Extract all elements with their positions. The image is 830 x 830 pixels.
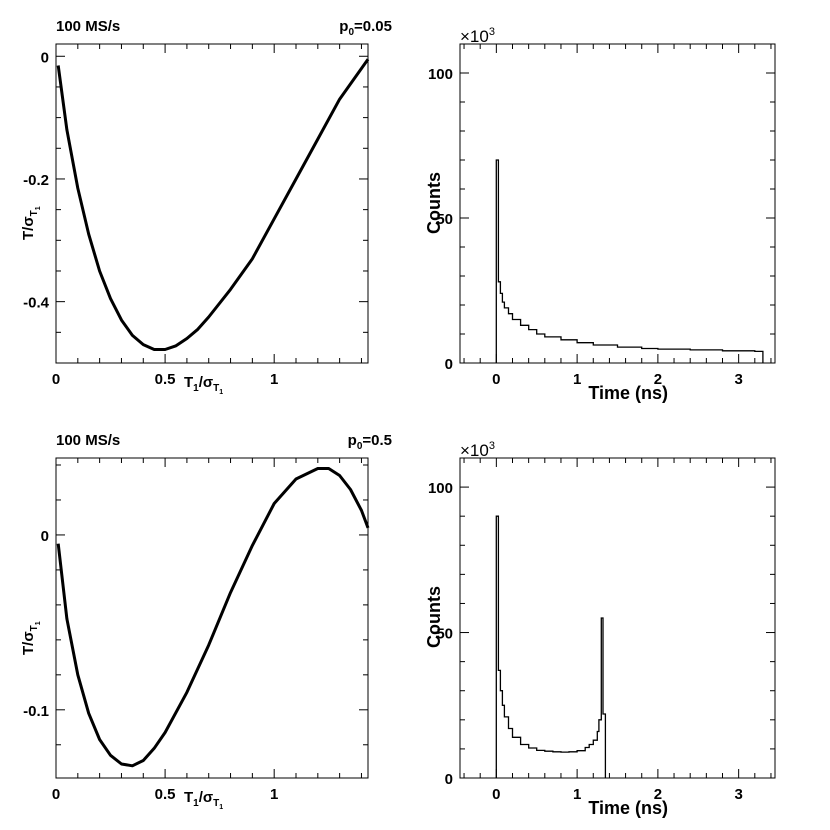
axis-exponent: ×103 bbox=[460, 440, 495, 460]
y-axis-label: Counts bbox=[424, 172, 444, 234]
x-axis-label: Time (ns) bbox=[588, 383, 668, 403]
x-tick-label: 0.5 bbox=[155, 371, 176, 388]
y-tick-label: 50 bbox=[436, 626, 453, 643]
histogram-line bbox=[495, 159, 764, 363]
y-tick-label: -0.4 bbox=[23, 295, 50, 312]
x-tick-label: 0 bbox=[52, 371, 60, 388]
series-line bbox=[56, 467, 370, 768]
rate-annotation: 100 MS/s bbox=[56, 432, 120, 449]
y-tick-label: 100 bbox=[428, 66, 453, 83]
y-tick-label: 0 bbox=[445, 356, 453, 373]
axis-exponent: ×103 bbox=[460, 26, 495, 46]
x-tick-label: 0.5 bbox=[155, 786, 176, 803]
y-axis-label: T/σT1 bbox=[20, 206, 42, 240]
y-tick-label: 0 bbox=[41, 49, 49, 66]
histogram-line bbox=[495, 515, 607, 778]
x-tick-label: 1 bbox=[573, 786, 581, 803]
p0-annotation: p0=0.05 bbox=[339, 18, 392, 38]
y-tick-label: 50 bbox=[436, 211, 453, 228]
x-tick-label: 1 bbox=[270, 786, 278, 803]
x-tick-label: 3 bbox=[734, 786, 742, 803]
panel-tr: 0 1 2 3 0 50 100 ×103 Time (ns) Counts bbox=[424, 26, 776, 403]
x-axis-label: T1/σT1 bbox=[184, 374, 223, 396]
panel-bl: 0 0.5 1 0 -0.1 100 MS/s p0=0.5 T1/σT1 T/σT1 bbox=[20, 432, 392, 811]
y-tick-label: 0 bbox=[41, 528, 49, 545]
x-tick-label: 0 bbox=[52, 786, 60, 803]
plot-frame bbox=[55, 43, 369, 364]
x-tick-label: 0 bbox=[492, 371, 500, 388]
y-tick-label: -0.2 bbox=[23, 172, 49, 189]
y-tick-label: -0.1 bbox=[23, 703, 49, 720]
x-tick-label: 2 bbox=[654, 371, 662, 388]
x-axis-label: T1/σT1 bbox=[184, 789, 223, 811]
x-tick-label: 3 bbox=[734, 371, 742, 388]
y-axis-label: Counts bbox=[424, 586, 444, 648]
y-axis-label: T/σT1 bbox=[20, 621, 42, 655]
plot-frame bbox=[55, 457, 369, 779]
panel-tl: 0 0.5 1 0 -0.2 -0.4 100 MS/s p0=0.05 T1/σT1 T/σT1 bbox=[20, 18, 392, 396]
panel-br: 0 1 2 3 0 50 100 ×103 Time (ns) Counts bbox=[424, 440, 776, 818]
plot-frame bbox=[459, 457, 776, 779]
x-tick-label: 1 bbox=[573, 371, 581, 388]
x-tick-label: 2 bbox=[654, 786, 662, 803]
series-line bbox=[56, 58, 370, 351]
y-tick-label: 0 bbox=[445, 771, 453, 788]
p0-annotation: p0=0.5 bbox=[348, 432, 392, 452]
x-tick-label: 1 bbox=[270, 371, 278, 388]
y-tick-label: 100 bbox=[428, 480, 453, 497]
plot-frame bbox=[459, 43, 776, 364]
x-axis-label: Time (ns) bbox=[588, 798, 668, 818]
x-tick-label: 0 bbox=[492, 786, 500, 803]
rate-annotation: 100 MS/s bbox=[56, 18, 120, 35]
